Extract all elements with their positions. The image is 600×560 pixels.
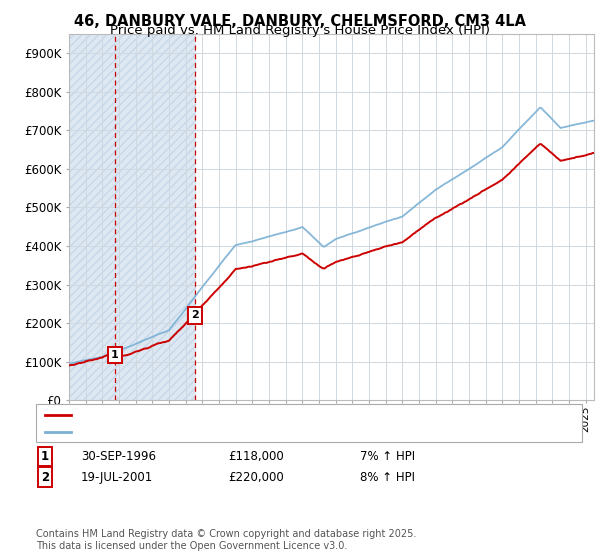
Text: £118,000: £118,000 — [228, 450, 284, 463]
Text: HPI: Average price, detached house, Chelmsford: HPI: Average price, detached house, Chel… — [75, 427, 345, 437]
Text: 1: 1 — [111, 350, 119, 360]
Text: 46, DANBURY VALE, DANBURY, CHELMSFORD, CM3 4LA: 46, DANBURY VALE, DANBURY, CHELMSFORD, C… — [74, 14, 526, 29]
Text: Contains HM Land Registry data © Crown copyright and database right 2025.
This d: Contains HM Land Registry data © Crown c… — [36, 529, 416, 551]
Text: 8% ↑ HPI: 8% ↑ HPI — [360, 470, 415, 484]
Bar — [69, 34, 196, 400]
Text: Price paid vs. HM Land Registry's House Price Index (HPI): Price paid vs. HM Land Registry's House … — [110, 24, 490, 37]
Text: 19-JUL-2001: 19-JUL-2001 — [81, 470, 153, 484]
Text: 7% ↑ HPI: 7% ↑ HPI — [360, 450, 415, 463]
Text: 2: 2 — [191, 310, 199, 320]
Text: 46, DANBURY VALE, DANBURY, CHELMSFORD, CM3 4LA (detached house): 46, DANBURY VALE, DANBURY, CHELMSFORD, C… — [75, 410, 484, 420]
Text: 30-SEP-1996: 30-SEP-1996 — [81, 450, 156, 463]
Text: 2: 2 — [41, 470, 49, 484]
Text: 1: 1 — [41, 450, 49, 463]
Text: £220,000: £220,000 — [228, 470, 284, 484]
